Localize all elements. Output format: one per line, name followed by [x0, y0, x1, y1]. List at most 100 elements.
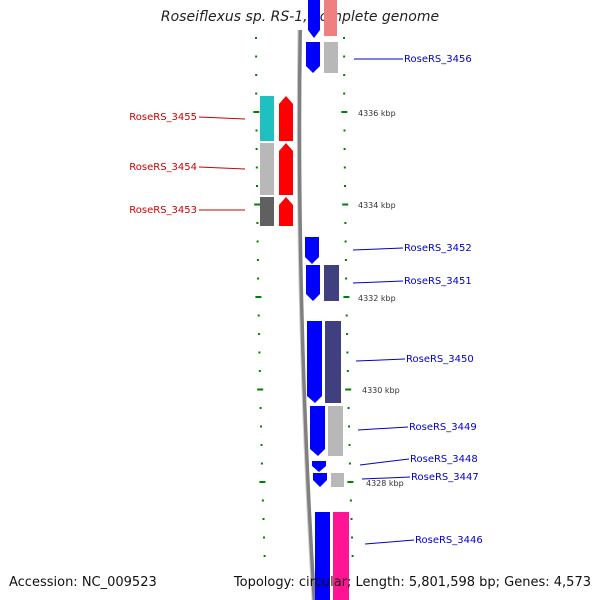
gene-arrow-forward[interactable] [306, 265, 320, 301]
gene-partial-top[interactable] [308, 0, 337, 38]
cog-bar [328, 406, 343, 456]
scale-tick [344, 222, 347, 224]
kbp-label-4336: 4336 kbp [358, 109, 396, 118]
reverse-gene-labels: RoseRS_3455 RoseRS_3454 RoseRS_3453 [129, 112, 197, 216]
gene-label-RoseRS_3449[interactable]: RoseRS_3449 [409, 422, 477, 433]
scale-tick [348, 425, 350, 428]
scale-tick [345, 388, 352, 391]
scale-tick [345, 314, 348, 317]
gene-RoseRS_3455[interactable] [260, 96, 293, 141]
gene-label-RoseRS_3448[interactable]: RoseRS_3448 [410, 454, 478, 465]
scale-tick [343, 37, 345, 39]
scale-tick [344, 259, 347, 261]
scale-tick [257, 314, 260, 317]
left-scale-ticks [253, 37, 266, 557]
gene-label-RoseRS_3447[interactable]: RoseRS_3447 [411, 472, 479, 483]
scale-tick [262, 518, 265, 520]
scale-tick [257, 277, 260, 280]
scale-tick [346, 370, 349, 372]
gene-arrow-reverse[interactable] [279, 197, 293, 226]
scale-tick [341, 111, 348, 113]
scale-tick [343, 148, 346, 150]
cog-bar [260, 197, 274, 226]
scale-tick [350, 518, 353, 520]
scale-tick [256, 222, 259, 224]
gene-arrow-forward[interactable] [313, 473, 327, 487]
gene-arrow-forward[interactable] [308, 0, 320, 38]
cog-bar [325, 321, 341, 403]
gene-label-RoseRS_3455[interactable]: RoseRS_3455 [129, 112, 197, 123]
gene-arrow-forward[interactable] [305, 237, 319, 264]
gene-RoseRS_3452[interactable] [305, 237, 319, 264]
gene-RoseRS_3451[interactable] [306, 265, 339, 301]
gene-arrow-forward[interactable] [306, 42, 320, 73]
gene-RoseRS_3448[interactable] [312, 461, 326, 472]
gene-arrow-forward[interactable] [307, 321, 322, 403]
scale-tick [343, 296, 350, 298]
gene-label-RoseRS_3451[interactable]: RoseRS_3451 [404, 276, 472, 287]
gene-RoseRS_3456[interactable] [306, 42, 338, 73]
scale-tick [343, 129, 346, 132]
scale-tick [255, 74, 258, 76]
scale-tick [253, 111, 260, 113]
gene-label-RoseRS_3454[interactable]: RoseRS_3454 [129, 162, 197, 173]
gene-arrow-forward[interactable] [312, 461, 326, 472]
gene-RoseRS_3446[interactable] [315, 512, 349, 600]
scale-tick [343, 55, 346, 58]
scale-tick [261, 499, 264, 502]
gene-RoseRS_3449[interactable] [310, 406, 343, 456]
scale-tick [342, 203, 349, 206]
gene-arrow-reverse[interactable] [279, 96, 293, 141]
scale-tick [343, 166, 346, 169]
scale-tick [255, 129, 258, 132]
genome-backbone [297, 29, 316, 600]
cog-bar [260, 143, 274, 195]
scale-tick [260, 462, 263, 465]
gene-label-RoseRS_3446[interactable]: RoseRS_3446 [415, 535, 483, 546]
cog-bar [333, 512, 349, 600]
gene-RoseRS_3450[interactable] [307, 321, 341, 403]
gene-RoseRS_3447[interactable] [313, 473, 344, 487]
gene-label-RoseRS_3452[interactable]: RoseRS_3452 [404, 243, 472, 254]
scale-tick [263, 536, 265, 539]
right-scale-ticks [341, 37, 354, 557]
topology-label: Topology: circular; Length: 5,801,598 bp… [233, 575, 591, 590]
reverse-strand-genes [260, 96, 293, 226]
gene-arrow-forward[interactable] [310, 406, 325, 456]
scale-tick [348, 444, 351, 446]
cog-bar [324, 265, 339, 301]
scale-tick [344, 185, 346, 187]
gene-RoseRS_3453[interactable] [260, 197, 293, 226]
scale-tick [343, 74, 346, 76]
kbp-scale-labels: 4336 kbp 4334 kbp 4332 kbp 4330 kbp 4328… [358, 109, 404, 488]
scale-tick [258, 370, 261, 372]
kbp-label-4328: 4328 kbp [366, 479, 404, 488]
scale-tick [255, 148, 258, 150]
scale-tick [256, 185, 258, 187]
scale-tick [255, 296, 262, 298]
scale-tick [259, 481, 266, 483]
scale-tick [256, 240, 259, 243]
cog-bar [324, 0, 337, 36]
scale-tick [254, 203, 261, 206]
label-connectors [198, 58, 415, 545]
scale-tick [258, 333, 261, 335]
gene-RoseRS_3454[interactable] [260, 143, 293, 195]
gene-label-RoseRS_3453[interactable]: RoseRS_3453 [129, 205, 197, 216]
scale-tick [255, 166, 258, 169]
scale-tick [260, 444, 263, 446]
cog-bar [331, 473, 344, 487]
gene-arrow-forward[interactable] [315, 512, 330, 600]
gene-label-RoseRS_3456[interactable]: RoseRS_3456 [404, 54, 472, 65]
scale-tick [255, 55, 258, 58]
gene-arrow-reverse[interactable] [279, 143, 293, 195]
cog-bar [260, 96, 274, 141]
scale-tick [258, 351, 261, 354]
accession-label: Accession: NC_009523 [9, 575, 157, 590]
scale-tick [255, 92, 258, 95]
scale-tick [346, 351, 349, 354]
forward-gene-labels: RoseRS_3456 RoseRS_3452 RoseRS_3451 Rose… [404, 54, 483, 546]
gene-label-RoseRS_3450[interactable]: RoseRS_3450 [406, 354, 474, 365]
scale-tick [343, 92, 346, 95]
